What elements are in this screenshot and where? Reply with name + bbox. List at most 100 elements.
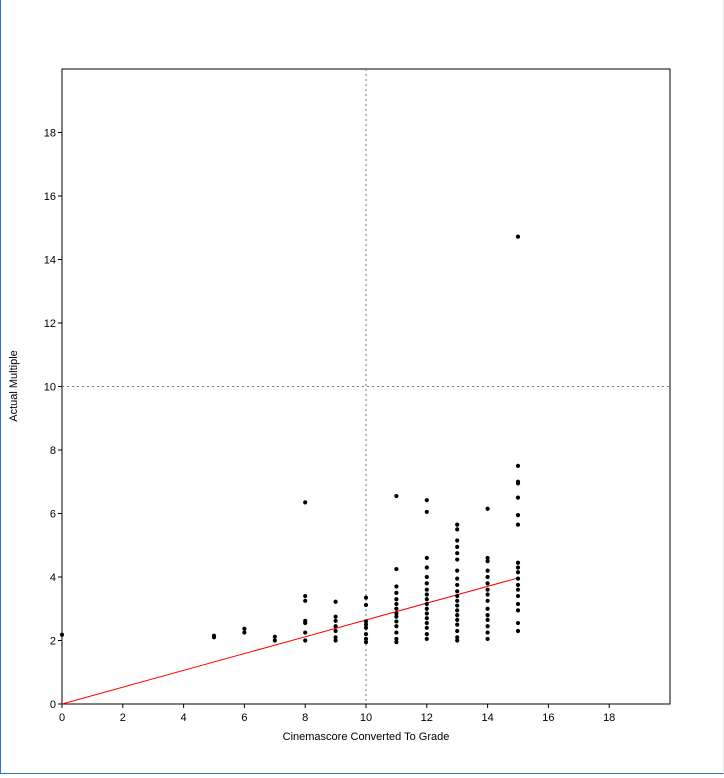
data-point [455,635,460,640]
data-point [485,592,490,597]
data-point [515,570,521,575]
data-point [455,603,460,608]
data-point [515,628,521,634]
data-point [455,593,460,599]
data-point [424,587,429,592]
data-point [303,630,308,635]
data-point [363,636,369,642]
data-point [485,606,490,611]
data-point [455,598,460,603]
data-point [485,581,490,586]
data-point [394,597,399,602]
y-axis-ticks: 0 2 4 6 8 10 12 14 16 18 [44,128,62,711]
data-point [455,582,460,588]
y-tick-label: 6 [50,509,56,521]
data-points [59,234,521,645]
x-tick-label: 10 [360,712,372,724]
y-tick-label: 16 [44,191,56,203]
data-point [455,551,460,556]
x-tick-label: 2 [120,712,126,724]
data-point [242,626,247,631]
data-point [394,606,399,611]
fit-line [61,577,519,705]
y-tick-label: 2 [50,636,56,648]
data-point [363,632,369,637]
data-point [59,632,65,637]
data-point [515,234,521,239]
data-point [333,635,338,640]
data-point [455,568,460,573]
data-point [394,611,399,616]
data-point [424,611,429,616]
data-point [424,625,429,630]
data-point [455,622,460,627]
data-point [455,557,460,562]
data-point [515,522,521,527]
data-point [394,590,399,595]
data-point [455,589,460,594]
data-point [303,598,308,603]
reference-lines [62,69,670,704]
data-point [303,638,308,643]
data-point [515,587,521,592]
data-point [424,636,429,642]
data-point [455,527,460,532]
y-axis-label: Actual Multiple [8,350,20,422]
data-point [394,636,399,642]
data-point [515,582,521,588]
data-point [455,613,460,618]
x-tick-label: 4 [181,712,187,724]
y-tick-label: 8 [50,445,56,457]
data-point [515,593,521,599]
data-point [424,632,429,637]
x-axis-ticks: 0 2 4 6 8 10 12 14 16 18 [59,704,615,724]
data-point [485,598,490,603]
y-tick-label: 18 [44,128,56,140]
data-point [485,574,490,580]
data-point [455,522,460,527]
data-point [363,622,369,627]
y-tick-label: 4 [50,572,56,584]
data-point [363,619,369,624]
data-point [363,595,369,600]
data-point [485,559,490,564]
data-point [303,593,308,599]
data-point [485,630,490,635]
data-point [394,614,399,619]
data-point [424,509,429,515]
data-point [394,566,399,572]
data-point [485,587,490,592]
data-point [455,628,460,634]
fit-line-group [61,577,519,705]
x-tick-label: 14 [481,712,493,724]
data-point [303,500,308,505]
data-point [485,506,490,511]
data-point [455,608,460,613]
data-point [333,638,338,643]
data-point [363,639,369,645]
data-point [455,638,460,643]
data-point [455,576,460,581]
data-point [424,592,429,597]
data-point [515,565,521,570]
data-point [455,617,460,622]
data-point [515,608,521,613]
data-point [515,479,521,484]
data-point [211,633,217,638]
data-point [424,606,429,611]
data-point [485,624,490,629]
x-tick-label: 8 [302,712,308,724]
data-point [424,597,429,602]
data-point [424,498,429,503]
data-point [394,493,399,499]
data-point [303,618,308,623]
data-point [394,584,399,589]
data-point [515,601,521,607]
y-tick-label: 10 [44,382,56,394]
data-point [363,625,369,630]
data-point [455,544,460,549]
data-point [485,613,490,618]
y-tick-label: 0 [50,699,56,711]
